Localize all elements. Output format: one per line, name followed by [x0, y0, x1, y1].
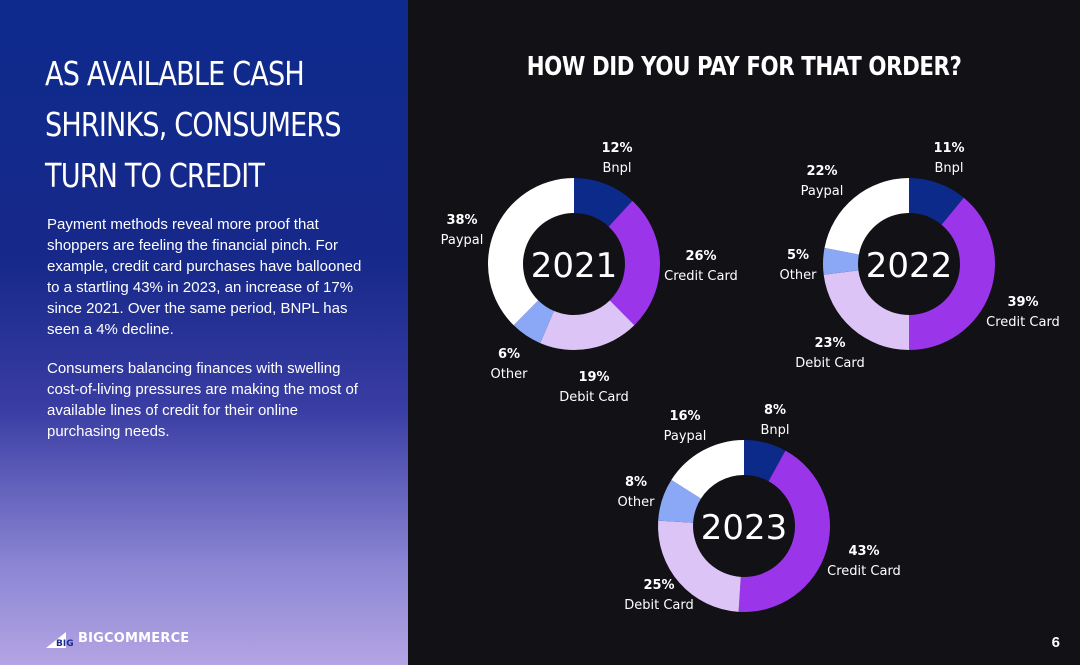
slice-value-label-2022-other: 5%	[787, 248, 809, 263]
slice-2022-paypal	[824, 178, 909, 255]
slice-value-label-2021-paypal: 38%	[446, 213, 477, 228]
slice-2021-bnpl	[574, 178, 633, 227]
slice-2023-paypal	[671, 440, 744, 499]
slice-value-label-2021-other: 6%	[498, 347, 520, 362]
slice-2021-debit-card	[540, 300, 635, 350]
slice-value-label-2021-credit-card: 26%	[685, 249, 716, 264]
left-panel: AS AVAILABLE CASH SHRINKS, CONSUMERS TUR…	[0, 0, 408, 665]
year-label-2023: 2023	[701, 508, 788, 548]
slice-name-label-2021-credit-card: Credit Card	[664, 269, 738, 284]
slice-2022-debit-card	[823, 270, 909, 350]
slice-name-label-2022-debit-card: Debit Card	[795, 356, 865, 371]
logo-text: BIGCOMMERCE	[78, 630, 190, 646]
chart-title: HOW DID YOU PAY FOR THAT ORDER?	[408, 52, 1080, 82]
slice-value-label-2023-bnpl: 8%	[764, 403, 786, 418]
slice-name-label-2022-paypal: Paypal	[801, 184, 844, 199]
slice-name-label-2023-credit-card: Credit Card	[827, 564, 901, 579]
slice-value-label-2023-debit-card: 25%	[643, 578, 674, 593]
year-label-2021: 2021	[531, 246, 618, 286]
slice-value-label-2023-other: 8%	[625, 475, 647, 490]
slice-value-label-2022-bnpl: 11%	[933, 141, 964, 156]
slice-name-label-2023-debit-card: Debit Card	[624, 598, 694, 613]
slice-2023-other	[658, 479, 701, 523]
donut-chart-2023: 8% Bnpl 43% Credit Card 25% Debit Card 8% Other…	[618, 403, 901, 613]
bigcommerce-logo: BIG BIGCOMMERCE	[44, 626, 189, 650]
slice-value-label-2022-paypal: 22%	[806, 164, 837, 179]
slice-value-label-2022-debit-card: 23%	[814, 336, 845, 351]
donut-chart-2021: 12% Bnpl 26% Credit Card 19% Debit Card 6% Othe…	[441, 141, 738, 405]
chart-title-text: HOW DID YOU PAY FOR THAT ORDER?	[526, 52, 962, 82]
slice-2021-paypal	[487, 178, 574, 326]
slice-2023-debit-card	[658, 520, 741, 612]
slice-2021-credit-card	[608, 200, 661, 326]
slice-value-label-2021-debit-card: 19%	[578, 370, 609, 385]
headline: AS AVAILABLE CASH SHRINKS, CONSUMERS TUR…	[45, 54, 342, 195]
bigcommerce-logo-icon: BIG	[46, 632, 74, 649]
page-number: 6	[1051, 634, 1060, 651]
slice-name-label-2021-bnpl: Bnpl	[602, 161, 631, 176]
slice-name-label-2021-paypal: Paypal	[441, 233, 484, 248]
slice-value-label-2023-paypal: 16%	[669, 409, 700, 424]
slice-2023-credit-card	[738, 450, 830, 612]
slice-2023-bnpl	[744, 440, 786, 482]
slice-name-label-2021-debit-card: Debit Card	[559, 390, 629, 405]
slice-name-label-2022-other: Other	[780, 268, 818, 283]
slice-2022-credit-card	[909, 197, 996, 350]
slice-2022-bnpl	[909, 178, 964, 225]
slice-2022-other	[823, 247, 859, 275]
slice-name-label-2022-credit-card: Credit Card	[986, 315, 1060, 330]
slice-name-label-2023-bnpl: Bnpl	[760, 423, 789, 438]
slice-2021-other	[513, 300, 554, 344]
body-paragraph-1: Payment methods reveal more proof that s…	[47, 216, 362, 338]
slice-value-label-2023-credit-card: 43%	[848, 544, 879, 559]
body-paragraph-2: Consumers balancing finances with swelli…	[47, 360, 358, 440]
slice-name-label-2023-other: Other	[618, 495, 656, 510]
slice-name-label-2023-paypal: Paypal	[664, 429, 707, 444]
slice-name-label-2022-bnpl: Bnpl	[934, 161, 963, 176]
slice-name-label-2021-other: Other	[491, 367, 529, 382]
slice-value-label-2022-credit-card: 39%	[1007, 295, 1038, 310]
year-label-2022: 2022	[866, 246, 953, 286]
svg-text:BIG: BIG	[56, 639, 74, 649]
donut-chart-2022: 11% Bnpl 39% Credit Card 23% Debit Card 5% Othe…	[780, 141, 1060, 371]
slice-value-label-2021-bnpl: 12%	[601, 141, 632, 156]
